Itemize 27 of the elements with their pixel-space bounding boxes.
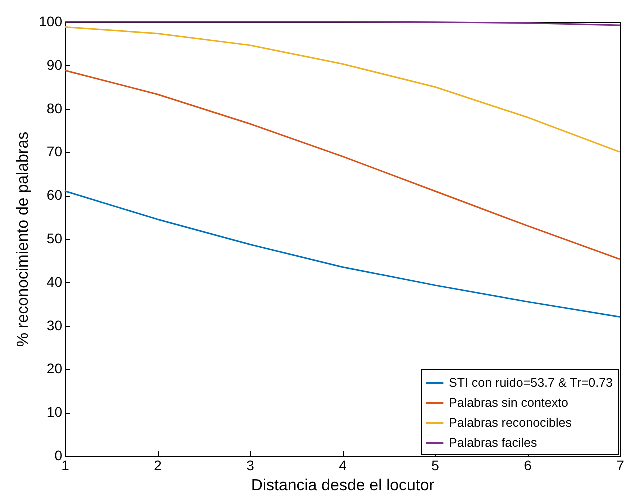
x-tick-label: 5 <box>432 458 440 474</box>
x-tick-label: 3 <box>246 458 255 474</box>
x-tick-label: 7 <box>616 458 625 474</box>
x-axis-title: Distancia desde el locutor <box>251 478 436 492</box>
legend-label: Palabras sin contexto <box>449 396 569 410</box>
y-tick-label: 60 <box>46 187 63 204</box>
y-tick-label: 20 <box>46 360 63 377</box>
line-series <box>64 70 621 260</box>
y-tick-label: 0 <box>54 448 63 464</box>
y-tick-label: 10 <box>46 404 63 420</box>
legend-label: Palabras faciles <box>449 436 538 450</box>
y-tick-label: 30 <box>46 317 63 334</box>
legend-label: Palabras reconocibles <box>449 416 572 430</box>
y-tick-label: 50 <box>46 230 63 246</box>
x-tick-label: 6 <box>524 458 532 474</box>
legend-label: STI con ruido=53.7 & Tr=0.73 <box>449 376 614 390</box>
y-tick-label: 40 <box>46 274 63 290</box>
x-tick-label: 1 <box>62 458 70 474</box>
x-tick-label: 2 <box>154 458 162 474</box>
x-tick-label: 4 <box>339 458 348 474</box>
line-series <box>64 26 621 153</box>
line-series <box>64 190 621 318</box>
y-axis-title: % reconocimiento de palabras <box>15 132 32 348</box>
y-tick-label: 70 <box>46 144 63 160</box>
y-tick-label: 80 <box>46 100 63 116</box>
y-tick-label: 100 <box>39 14 63 30</box>
y-tick-label: 90 <box>46 56 63 73</box>
